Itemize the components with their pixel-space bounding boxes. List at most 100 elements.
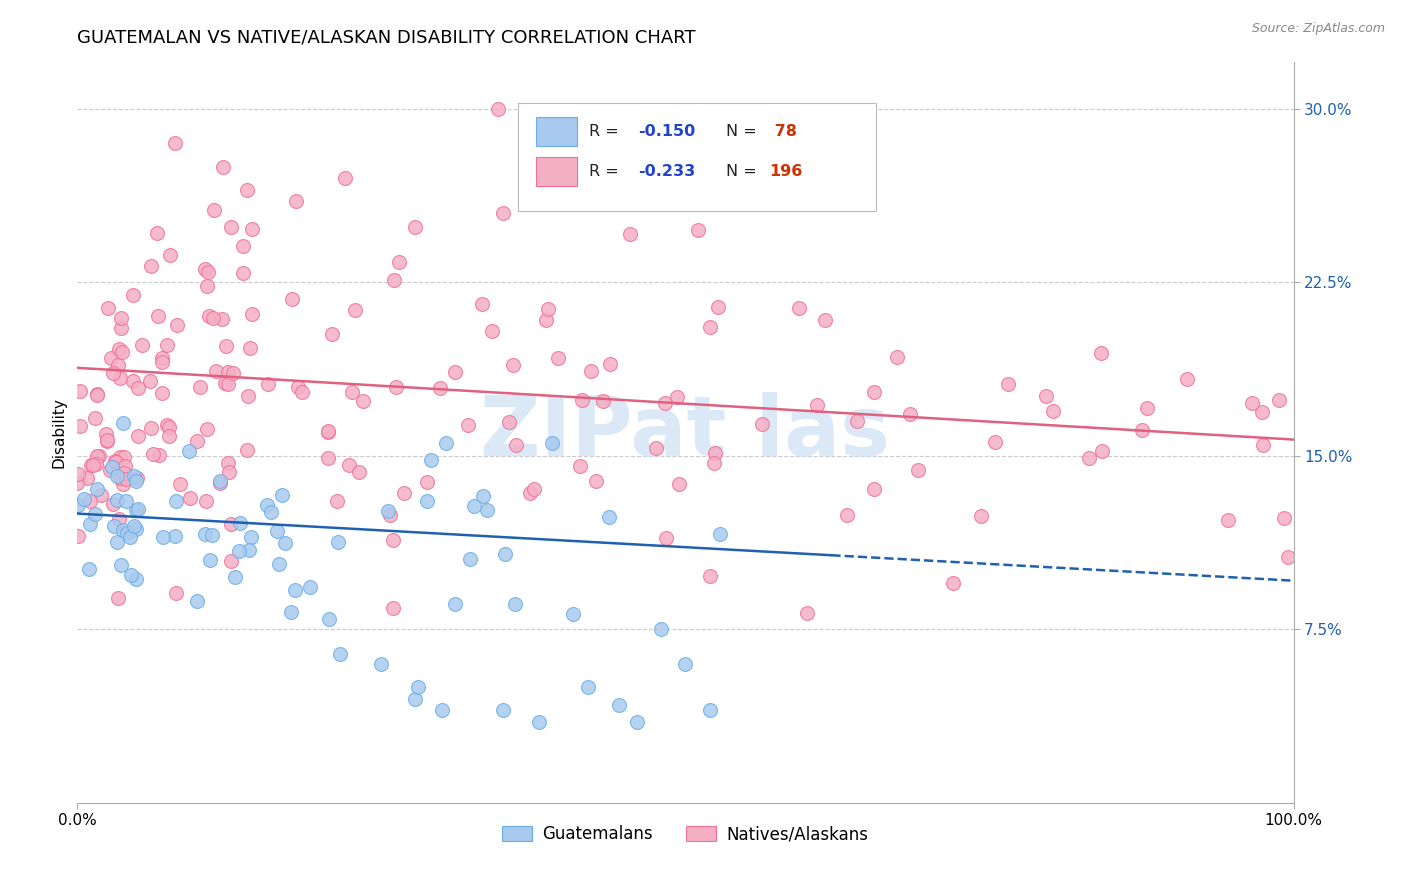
Point — [96, 434, 118, 449]
Point — [863, 483, 886, 497]
Point — [420, 453, 443, 467]
Point — [115, 494, 138, 508]
Point — [79, 494, 101, 508]
Point — [585, 474, 607, 488]
Point — [194, 494, 217, 508]
Point — [382, 533, 405, 547]
Point — [1277, 549, 1299, 564]
Point — [650, 183, 672, 197]
Point — [505, 438, 527, 452]
Y-axis label: Disability: Disability — [51, 397, 66, 468]
Point — [202, 203, 225, 218]
Point — [1136, 401, 1159, 415]
Point — [235, 443, 257, 458]
Point — [503, 597, 526, 611]
Point — [475, 502, 498, 516]
Point — [1268, 392, 1291, 407]
Point — [257, 376, 280, 391]
Point — [240, 307, 263, 321]
Point — [519, 485, 541, 500]
Point — [77, 562, 100, 576]
Point — [66, 475, 89, 490]
Point — [127, 428, 149, 442]
Point — [886, 350, 908, 364]
Point — [271, 488, 294, 502]
Point — [86, 387, 108, 401]
Point — [699, 320, 721, 334]
Text: R =: R = — [589, 124, 624, 139]
Point — [101, 497, 124, 511]
Point — [1091, 444, 1114, 458]
Point — [236, 389, 259, 403]
Point — [266, 524, 288, 538]
Point — [846, 413, 869, 427]
Point — [105, 535, 128, 549]
FancyBboxPatch shape — [536, 117, 578, 145]
Point — [787, 301, 810, 316]
Point — [142, 447, 165, 461]
Point — [98, 463, 121, 477]
Legend: Guatemalans, Natives/Alaskans: Guatemalans, Natives/Alaskans — [496, 819, 875, 850]
Point — [82, 458, 104, 473]
Point — [211, 312, 233, 326]
Point — [1241, 396, 1264, 410]
Point — [316, 451, 339, 466]
Text: Source: ZipAtlas.com: Source: ZipAtlas.com — [1251, 22, 1385, 36]
Point — [240, 222, 263, 236]
Text: -0.233: -0.233 — [638, 164, 695, 178]
Point — [114, 459, 136, 474]
Point — [1035, 389, 1057, 403]
Point — [492, 206, 515, 220]
Point — [326, 494, 349, 508]
Point — [287, 379, 309, 393]
Point — [837, 508, 859, 522]
Point — [73, 491, 96, 506]
Point — [150, 355, 173, 369]
Point — [1218, 513, 1240, 527]
Point — [285, 194, 308, 209]
Point — [796, 606, 818, 620]
Point — [281, 292, 304, 306]
Point — [706, 301, 728, 315]
Point — [86, 387, 108, 401]
Point — [1042, 404, 1064, 418]
Point — [232, 266, 254, 280]
Point — [404, 691, 426, 706]
Point — [592, 393, 614, 408]
Point — [284, 582, 307, 597]
Point — [238, 341, 260, 355]
Point — [157, 420, 180, 434]
Point — [599, 357, 621, 371]
Point — [709, 527, 731, 541]
Text: R =: R = — [589, 164, 624, 178]
Point — [406, 680, 429, 694]
Point — [108, 343, 131, 357]
FancyBboxPatch shape — [517, 103, 876, 211]
Point — [122, 374, 145, 388]
Point — [67, 467, 90, 481]
Point — [66, 498, 89, 512]
Point — [67, 529, 90, 543]
Point — [152, 351, 174, 365]
Point — [298, 580, 321, 594]
Point — [392, 486, 415, 500]
Point — [110, 311, 132, 326]
Point — [267, 558, 290, 572]
Point — [1090, 346, 1112, 360]
Point — [107, 591, 129, 605]
Point — [619, 227, 641, 241]
Point — [385, 380, 408, 394]
Point — [668, 476, 690, 491]
Point — [434, 435, 457, 450]
Point — [430, 703, 453, 717]
Point — [240, 530, 263, 544]
Point — [416, 494, 439, 508]
Point — [152, 530, 174, 544]
Point — [111, 417, 134, 431]
Point — [607, 698, 630, 712]
Point — [942, 576, 965, 591]
Point — [238, 543, 260, 558]
Point — [444, 366, 467, 380]
Point — [148, 448, 170, 462]
Point — [195, 422, 218, 436]
